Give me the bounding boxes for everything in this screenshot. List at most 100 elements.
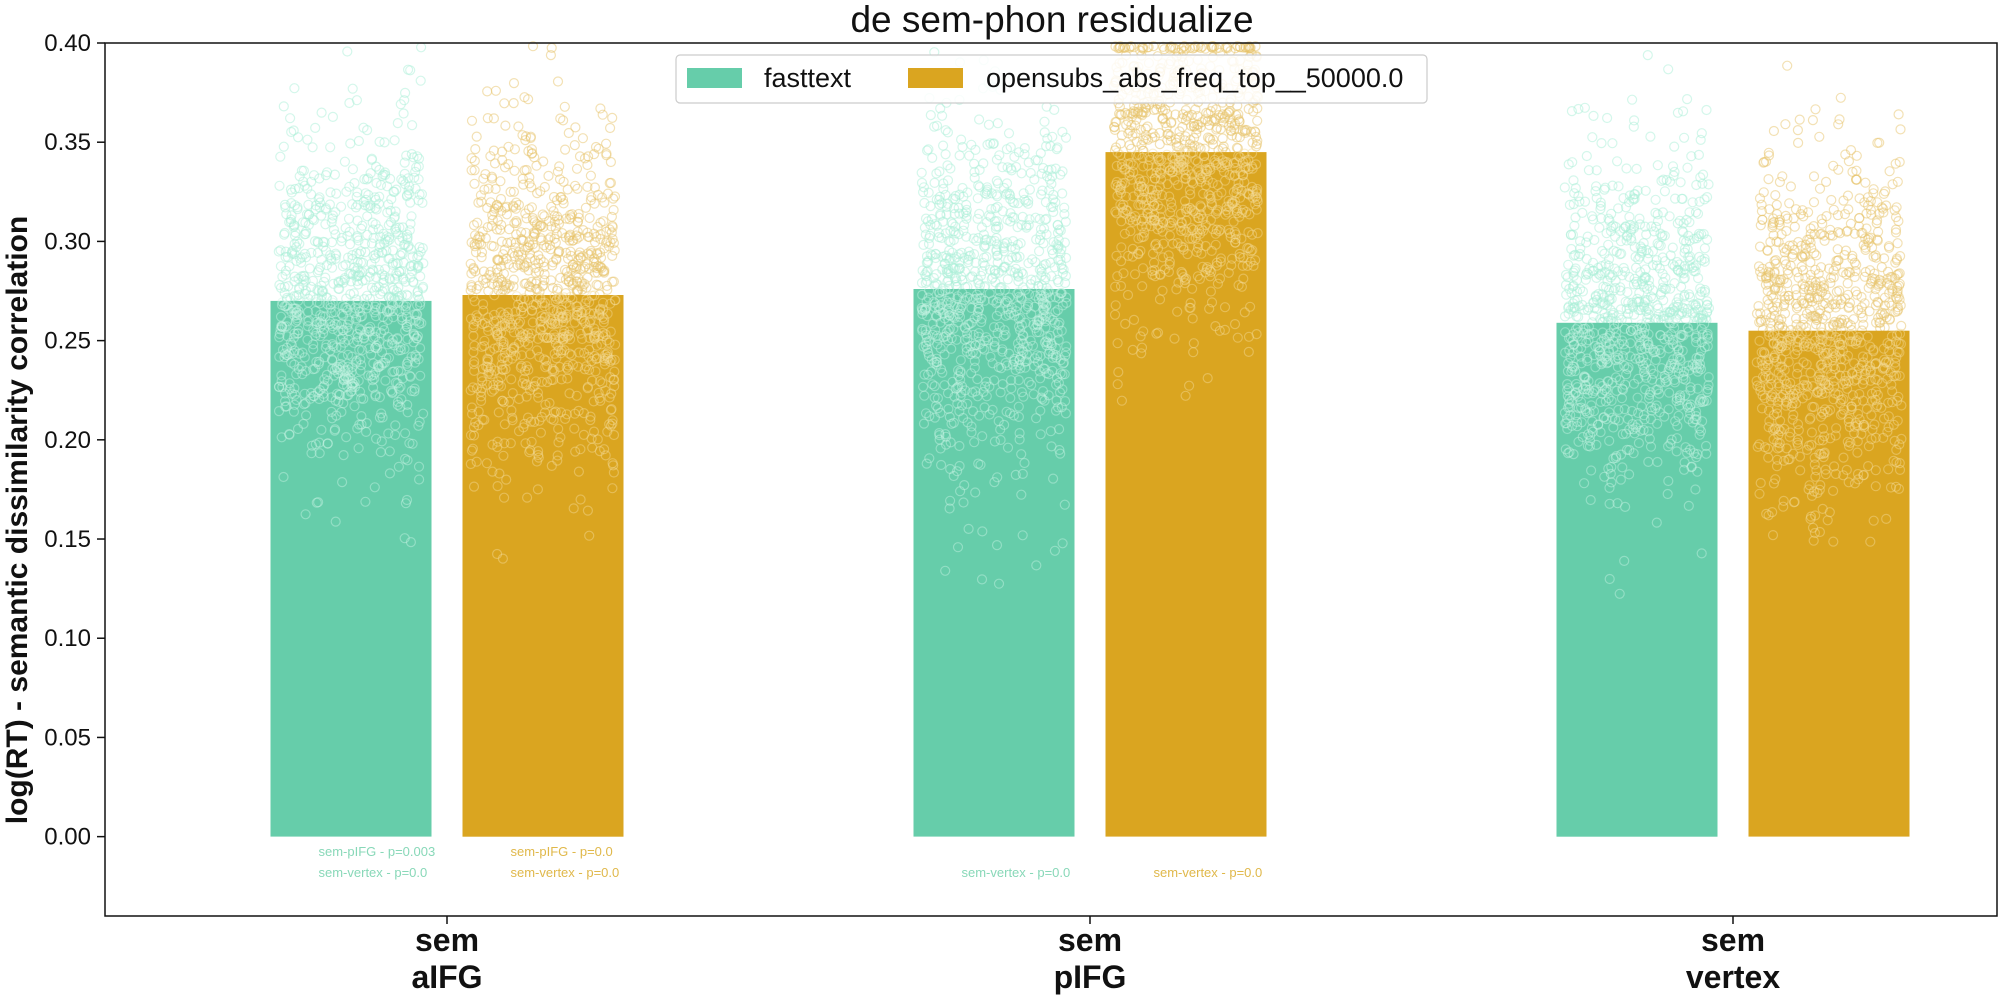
scatter-point bbox=[490, 183, 501, 195]
scatter-point bbox=[1052, 305, 1063, 316]
scatter-point bbox=[283, 303, 294, 314]
scatter-point bbox=[1014, 434, 1025, 445]
scatter-point bbox=[496, 327, 507, 338]
scatter-point bbox=[969, 362, 980, 373]
scatter-point bbox=[469, 296, 480, 307]
scatter-point bbox=[1226, 197, 1238, 208]
scatter-point bbox=[1006, 165, 1017, 176]
scatter-point bbox=[369, 253, 380, 264]
scatter-point bbox=[1138, 186, 1150, 197]
scatter-point bbox=[1136, 348, 1147, 359]
scatter-point bbox=[377, 269, 388, 280]
scatter-point bbox=[1051, 352, 1062, 363]
scatter-point bbox=[601, 348, 613, 360]
scatter-point bbox=[1872, 226, 1884, 237]
scatter-point bbox=[917, 323, 928, 334]
scatter-point bbox=[370, 342, 381, 353]
scatter-point bbox=[1213, 226, 1225, 237]
scatter-point bbox=[1577, 286, 1589, 297]
scatter-point bbox=[970, 487, 981, 498]
scatter-point bbox=[1040, 311, 1051, 322]
scatter-point bbox=[576, 307, 587, 318]
scatter-point bbox=[471, 383, 482, 394]
scatter-point bbox=[539, 332, 551, 343]
scatter-point bbox=[942, 335, 954, 346]
scatter-point bbox=[602, 236, 613, 247]
scatter-point bbox=[1002, 297, 1013, 308]
scatter-point bbox=[1206, 266, 1217, 277]
scatter-point bbox=[1133, 249, 1144, 260]
scatter-point bbox=[378, 228, 389, 239]
scatter-point bbox=[318, 324, 329, 335]
scatter-point bbox=[1193, 212, 1204, 223]
scatter-point bbox=[549, 316, 561, 327]
scatter-point bbox=[1216, 162, 1227, 173]
scatter-point bbox=[405, 65, 416, 76]
scatter-point bbox=[1604, 407, 1615, 418]
scatter-point bbox=[959, 322, 970, 333]
scatter-point bbox=[1766, 379, 1777, 390]
scatter-point bbox=[1251, 204, 1262, 215]
scatter-point bbox=[1251, 188, 1263, 199]
scatter-point bbox=[342, 374, 353, 385]
scatter-point bbox=[473, 420, 484, 431]
scatter-point bbox=[1633, 373, 1644, 384]
scatter-point bbox=[1568, 270, 1579, 282]
scatter-point bbox=[582, 259, 593, 270]
scatter-point bbox=[1643, 456, 1654, 467]
scatter-point bbox=[1125, 157, 1136, 169]
scatter-point bbox=[1585, 430, 1596, 441]
scatter-point bbox=[929, 298, 941, 309]
scatter-point bbox=[326, 406, 337, 417]
scatter-point bbox=[1825, 277, 1836, 289]
scatter-point bbox=[920, 408, 932, 419]
scatter-point bbox=[917, 308, 928, 320]
scatter-point bbox=[1211, 224, 1222, 235]
scatter-point bbox=[1873, 280, 1884, 291]
scatter-point bbox=[584, 212, 595, 224]
scatter-point bbox=[299, 388, 310, 399]
scatter-point bbox=[279, 281, 290, 292]
scatter-point bbox=[369, 192, 381, 203]
scatter-point bbox=[543, 216, 555, 227]
scatter-point bbox=[1055, 225, 1066, 236]
scatter-point bbox=[1671, 446, 1682, 457]
scatter-point bbox=[501, 209, 512, 220]
scatter-point bbox=[1032, 315, 1043, 326]
scatter-point bbox=[926, 354, 937, 365]
scatter-point bbox=[1197, 188, 1209, 199]
scatter-point bbox=[596, 339, 607, 350]
scatter-point bbox=[331, 342, 342, 353]
scatter-point bbox=[1674, 392, 1686, 403]
scatter-point bbox=[1634, 331, 1645, 343]
scatter-point bbox=[336, 308, 347, 319]
scatter-point bbox=[564, 388, 575, 399]
scatter-point bbox=[609, 381, 620, 392]
scatter-point bbox=[586, 433, 597, 444]
scatter-point bbox=[590, 366, 601, 377]
scatter-point bbox=[1669, 278, 1680, 289]
scatter-point bbox=[931, 359, 942, 370]
scatter-point bbox=[516, 331, 527, 342]
scatter-point bbox=[1133, 181, 1144, 192]
scatter-point bbox=[949, 391, 960, 402]
scatter-point bbox=[1678, 273, 1689, 284]
scatter-point bbox=[943, 403, 954, 415]
scatter-point bbox=[1119, 164, 1130, 175]
scatter-point bbox=[1054, 444, 1065, 456]
scatter-point bbox=[287, 303, 299, 314]
scatter-point bbox=[1566, 366, 1577, 377]
scatter-point bbox=[989, 342, 1000, 353]
scatter-point bbox=[328, 278, 339, 289]
scatter-point bbox=[545, 318, 556, 329]
scatter-point bbox=[290, 316, 301, 327]
scatter-point bbox=[531, 160, 542, 171]
scatter-point bbox=[1696, 416, 1708, 427]
scatter-point bbox=[1165, 135, 1176, 146]
scatter-point bbox=[1636, 344, 1647, 355]
scatter-point bbox=[604, 122, 616, 134]
scatter-point bbox=[389, 212, 400, 224]
scatter-point bbox=[547, 257, 559, 268]
scatter-point bbox=[1117, 178, 1128, 189]
scatter-point bbox=[1229, 171, 1240, 182]
